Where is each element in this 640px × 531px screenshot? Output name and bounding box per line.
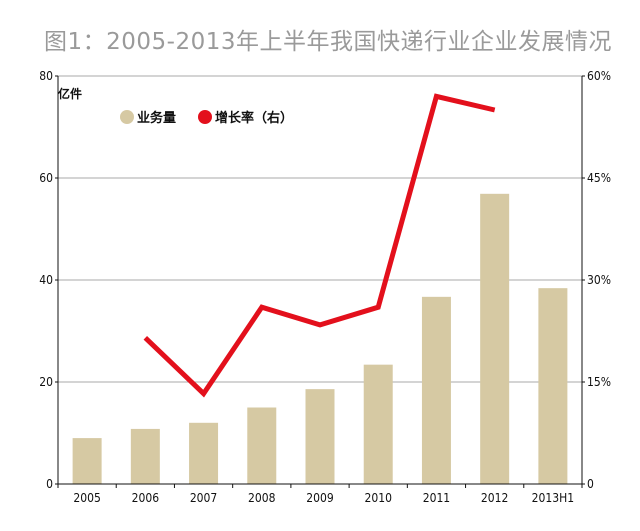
x-tick-label: 2013H1 [532,491,574,505]
bar [247,407,277,484]
x-tick-label: 2005 [73,491,100,505]
growth-rate-line [143,93,496,398]
y-right-tick-label: 30% [587,273,611,287]
x-tick-label: 2010 [364,491,392,505]
chart-title: 图1：2005-2013年上半年我国快递行业企业发展情况 [44,29,612,55]
y-right-tick-label: 45% [587,171,611,185]
y-left-tick-label: 20 [39,375,53,389]
y-right-tick-label: 15% [587,375,611,389]
x-axis-ticks: 2005 2006 2007 2008 2009 2010 2011 2012 2013H1 [73,491,574,505]
legend-swatch-growth [198,110,212,124]
x-tick-label: 2007 [190,491,217,505]
bar [363,364,393,484]
legend-swatch-volume [120,110,134,124]
x-tick-label: 2009 [306,491,334,505]
bar [305,389,335,484]
bar [130,428,160,484]
legend-label-volume: 业务量 [137,110,176,126]
bar [72,438,102,484]
y-right-tick-label: 0 [587,477,594,491]
left-axis-ticks: 0 20 40 60 80 [39,69,53,491]
y-left-tick-label: 80 [39,69,53,83]
x-tick-label: 2011 [423,491,450,505]
bar [538,288,568,484]
left-axis-unit: 亿件 [58,86,82,101]
axes [55,75,585,488]
bar-series [72,193,568,484]
bar [189,422,219,484]
legend: 业务量 增长率（右） [120,110,293,126]
y-left-tick-label: 40 [39,273,53,287]
bar [480,193,510,484]
legend-label-growth: 增长率（右） [215,110,293,126]
x-tick-label: 2008 [248,491,276,505]
y-left-tick-label: 0 [46,477,53,491]
x-tick-label: 2012 [481,491,508,505]
right-axis-ticks: 0 15% 30% 45% 60% [587,69,611,491]
line-series [143,93,496,398]
x-tick-label: 2006 [132,491,160,505]
y-left-tick-label: 60 [39,171,53,185]
y-right-tick-label: 60% [587,69,611,83]
bar [421,296,451,484]
